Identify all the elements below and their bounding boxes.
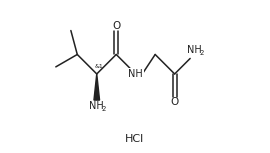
Text: O: O <box>112 21 120 32</box>
Text: 2: 2 <box>199 50 204 56</box>
Text: NH: NH <box>128 69 143 79</box>
Polygon shape <box>94 74 100 100</box>
Text: HCl: HCl <box>125 134 145 144</box>
Text: &1: &1 <box>94 64 103 69</box>
Text: O: O <box>171 97 179 107</box>
Text: 2: 2 <box>102 106 106 112</box>
Text: NH: NH <box>187 45 201 55</box>
Text: NH: NH <box>89 101 104 111</box>
